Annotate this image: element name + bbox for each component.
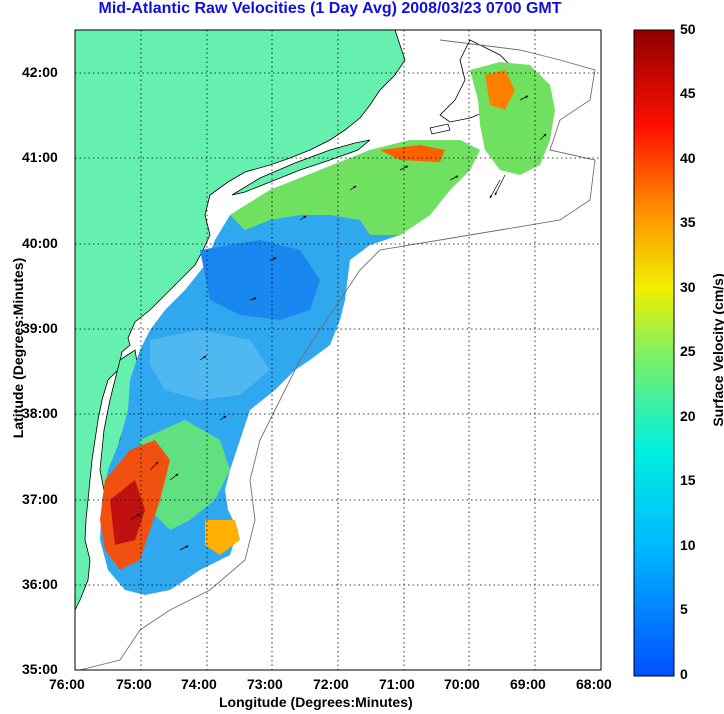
y-tick-label: 37:00 — [22, 491, 58, 507]
island-shape — [429, 123, 451, 135]
x-tick-label: 76:00 — [49, 676, 85, 692]
depth-contour — [79, 39, 596, 670]
x-tick-label: 72:00 — [313, 676, 349, 692]
island-area — [231, 139, 371, 196]
y-tick-label: 38:00 — [22, 405, 58, 421]
colorbar-tick-label: 15 — [680, 472, 696, 488]
grid-lines — [75, 30, 601, 670]
colorbar-tick-label: 0 — [680, 666, 688, 682]
x-tick-label: 69:00 — [510, 676, 546, 692]
land-area — [75, 30, 406, 611]
colorbar-tick-label: 30 — [680, 279, 696, 295]
colorbar — [633, 29, 675, 677]
x-tick-label: 75:00 — [116, 676, 152, 692]
velocity-vectors — [129, 95, 547, 551]
x-tick-label: 74:00 — [181, 676, 217, 692]
colorbar-tick-label: 40 — [680, 150, 696, 166]
colorbar-tick-label: 45 — [680, 85, 696, 101]
x-tick-label: 68:00 — [576, 676, 612, 692]
y-tick-label: 40:00 — [22, 235, 58, 251]
colorbar-tick-label: 35 — [680, 214, 696, 230]
y-tick-label: 36:00 — [22, 576, 58, 592]
colorbar-tick-label: 25 — [680, 343, 696, 359]
x-tick-label: 71:00 — [379, 676, 415, 692]
y-tick-label: 41:00 — [22, 149, 58, 165]
map-title: Mid-Atlantic Raw Velocities (1 Day Avg) … — [98, 0, 562, 17]
colorbar-tick-label: 50 — [680, 21, 696, 37]
colorbar-tick-label: 10 — [680, 537, 696, 553]
plot-frame — [74, 29, 602, 671]
y-tick-label: 39:00 — [22, 320, 58, 336]
x-axis-label: Longitude (Degrees:Minutes) — [219, 694, 413, 710]
y-tick-label: 35:00 — [22, 661, 58, 677]
colorbar-tick-label: 20 — [680, 408, 696, 424]
x-tick-label: 70:00 — [444, 676, 480, 692]
x-tick-label: 73:00 — [247, 676, 283, 692]
y-tick-label: 42:00 — [22, 64, 58, 80]
colorbar-tick-label: 5 — [680, 601, 688, 617]
velocity-field — [100, 62, 555, 595]
